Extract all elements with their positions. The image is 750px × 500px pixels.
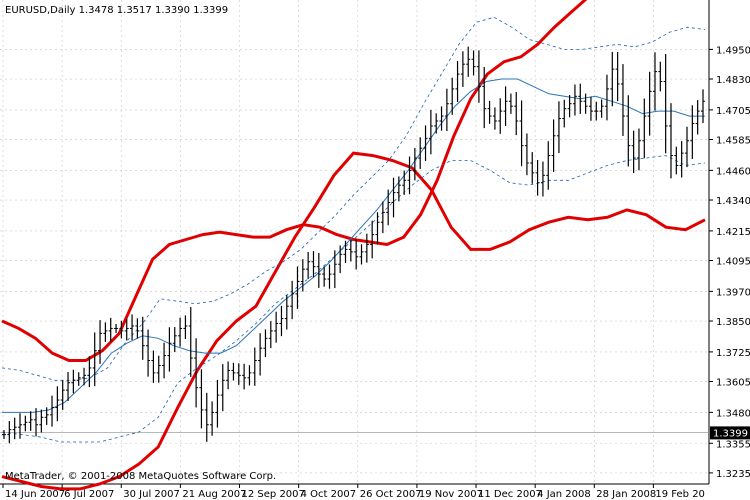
- price-tick-label: 1.4340: [716, 196, 750, 207]
- ohlc-bars: [2, 46, 705, 444]
- time-tick-label: 19 Nov 2007: [419, 489, 483, 500]
- price-tick-label: 1.3235: [716, 469, 750, 480]
- bollinger-bands: [1, 0, 706, 491]
- current-price-value: 1.3399: [713, 428, 748, 439]
- price-tick-label: 1.3850: [716, 317, 750, 328]
- bollinger-outer-upper: [1, 0, 588, 362]
- moving-average-line: [2, 78, 705, 413]
- price-tick-label: 1.4095: [716, 257, 750, 268]
- price-tick-label: 1.4830: [716, 75, 750, 86]
- copyright-text: MetaTrader, © 2001-2008 MetaQuotes Softw…: [5, 471, 276, 482]
- symbol-header: EURUSD,Daily 1.3478 1.3517 1.3390 1.3399: [5, 5, 228, 16]
- price-tick-label: 1.4950: [716, 45, 750, 56]
- price-tick-label: 1.4585: [716, 136, 750, 147]
- time-tick-label: 28 Jan 2008: [596, 489, 656, 500]
- price-axis-labels: 1.4950 1.4830 1.4705 1.4585 1.4460 1.4340 1.42…: [709, 45, 750, 480]
- time-tick-label: 11 Dec 2007: [478, 489, 542, 500]
- price-tick-label: 1.4705: [716, 106, 750, 117]
- price-tick-label: 1.3480: [716, 408, 750, 419]
- plot-area[interactable]: [0, 0, 709, 484]
- time-tick-label: 14 Jun 2007: [5, 489, 65, 500]
- time-tick-label: 19 Feb 20: [655, 489, 705, 500]
- bollinger-outer-lower: [1, 151, 706, 491]
- time-tick-label: 26 Oct 2007: [360, 489, 422, 500]
- time-tick-label: 30 Jul 2007: [123, 489, 180, 500]
- price-tick-label: 1.3725: [716, 348, 750, 359]
- time-tick-label: 21 Aug 2007: [182, 489, 246, 500]
- price-tick-label: 1.3970: [716, 287, 750, 298]
- time-tick-label: 4 Oct 2007: [301, 489, 356, 500]
- time-tick-label: 6 Jul 2007: [64, 489, 114, 500]
- bollinger-inner-upper: [1, 16, 706, 381]
- price-tick-label: 1.4215: [716, 227, 750, 238]
- current-price-tag: 1.3399: [710, 426, 750, 440]
- time-tick-label: 12 Sep 2007: [242, 489, 305, 500]
- price-tick-label: 1.3605: [716, 378, 750, 389]
- time-tick-label: 4 Jan 2008: [537, 489, 591, 500]
- price-tick-label: 1.3355: [716, 439, 750, 450]
- price-tick-label: 1.4460: [716, 166, 750, 177]
- grid: [0, 0, 709, 484]
